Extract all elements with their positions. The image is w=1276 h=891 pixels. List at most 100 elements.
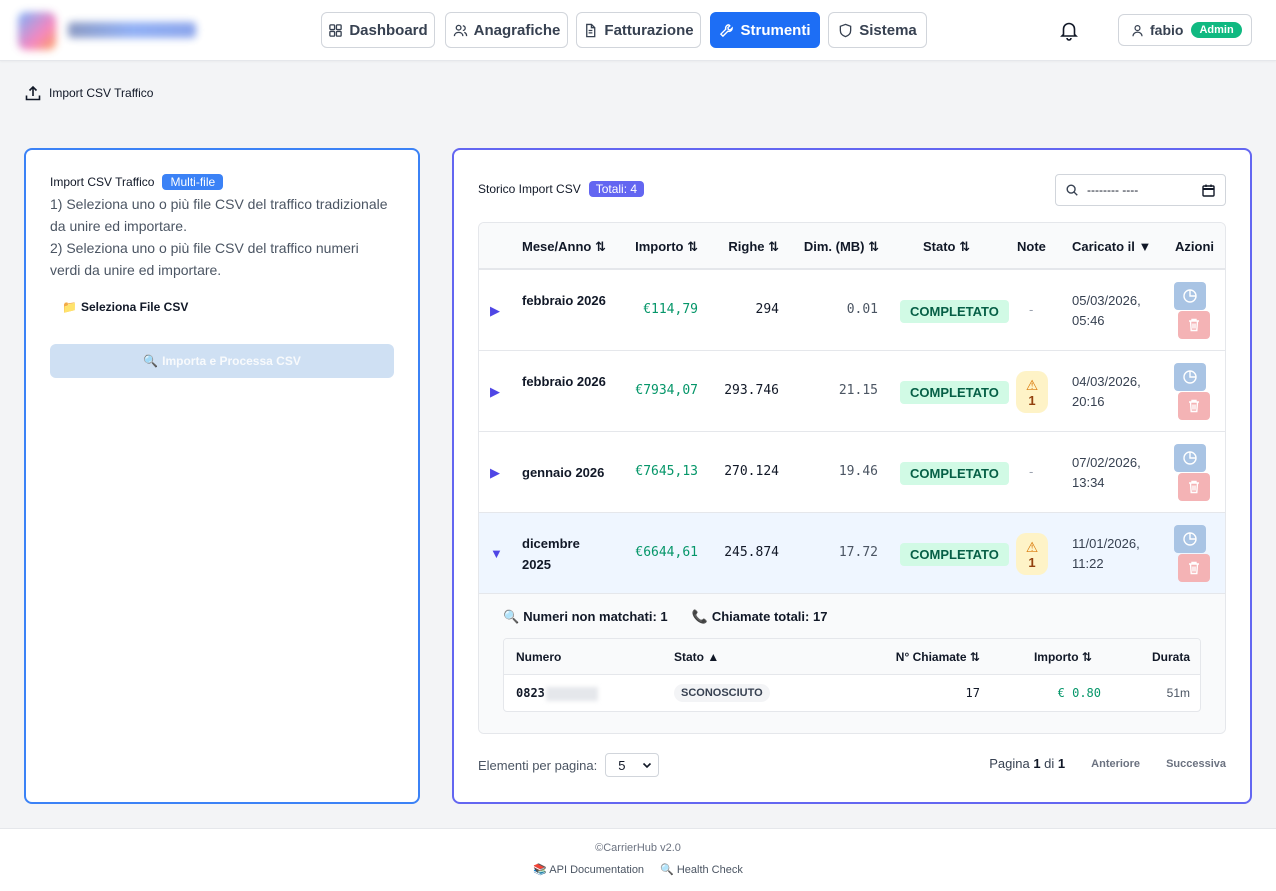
page-indicator: Pagina 1 di 1 [989,756,1065,771]
col-month[interactable]: Mese/Anno ⇅ [522,239,606,254]
delete-button[interactable] [1178,554,1210,582]
row-note: - [1029,464,1034,479]
row-rows: 270.124 [724,464,779,479]
col-sub-amount[interactable]: Importo ⇅ [1033,650,1092,664]
call-amount: € 0.80 [1057,686,1101,700]
nav-strumenti[interactable]: Strumenti [710,12,820,48]
health-check-link[interactable]: 🔍 Health Check [660,863,743,876]
col-uploaded[interactable]: Caricato il ▼ [1072,239,1152,254]
breadcrumb: Import CSV Traffico [24,84,153,102]
expand-caret[interactable]: ▶ [490,303,500,318]
col-status[interactable]: Stato ⇅ [923,239,971,254]
col-amount[interactable]: Importo ⇅ [635,239,698,254]
upload-icon [25,85,41,101]
import-panel-title: Import CSV Traffico [50,175,155,189]
table-row[interactable]: ▶ gennaio 2026 €7645,13 270.124 19.46 CO… [479,432,1225,513]
import-panel-header: Import CSV Traffico Multi-file [50,174,224,190]
row-uploaded: 05/03/2026, 05:46 [1072,291,1152,331]
uploaded-date: 04/03/2026, [1072,374,1141,389]
call-duration: 51m [1166,686,1190,700]
calendar-icon[interactable] [1202,184,1215,197]
warning-note[interactable]: ⚠ 1 [1016,533,1048,575]
role-badge: Admin [1191,22,1242,38]
col-calls[interactable]: N° Chiamate ⇅ [895,650,980,664]
user-icon [1132,24,1143,36]
table-row[interactable]: ▶ febbraio 2026 €114,79 294 0.01 COMPLET… [479,270,1225,351]
select-csv-button[interactable]: 📁 Seleziona File CSV [62,300,188,314]
col-numero: Numero [516,650,562,664]
collapse-caret[interactable]: ▼ [490,546,503,561]
api-docs-label: API Documentation [549,864,645,876]
date-filter-placeholder: -------- ---- [1087,183,1139,197]
row-uploaded: 04/03/2026, 20:16 [1072,372,1152,412]
page-current: 1 [1033,756,1041,771]
row-amount: €114,79 [643,302,698,317]
api-docs-link[interactable]: 📚 API Documentation [533,863,644,876]
expand-caret[interactable]: ▶ [490,384,500,399]
warning-note[interactable]: ⚠ 1 [1016,371,1048,413]
history-title: Storico Import CSV [478,182,581,196]
chart-button[interactable] [1174,282,1206,310]
page-word: Pagina [989,756,1030,771]
row-rows: 293.746 [724,383,779,398]
status-badge: COMPLETATO [900,381,1009,404]
import-instructions: 1) Seleziona uno o più file CSV del traf… [50,193,390,281]
delete-button[interactable] [1178,392,1210,420]
row-dim: 0.01 [846,302,878,317]
status-badge: COMPLETATO [900,462,1009,485]
page-title: Import CSV Traffico [49,86,154,100]
import-process-button[interactable]: 🔍 Importa e Processa CSV [50,344,394,378]
delete-button[interactable] [1178,311,1210,339]
nav-sistema[interactable]: Sistema [828,12,927,48]
col-note: Note [1017,239,1046,254]
multi-file-badge: Multi-file [162,174,224,190]
nav-anagrafiche[interactable]: Anagrafiche [445,12,568,48]
subtable-row: 0823 SCONOSCIUTO 17 € 0.80 51m [504,676,1200,711]
per-page-label: Elementi per pagina: [478,757,598,773]
nav-fatturazione[interactable]: Fatturazione [576,12,701,48]
top-navbar: Dashboard Anagrafiche Fatturazione Strum… [0,0,1276,61]
col-dim[interactable]: Dim. (MB) ⇅ [803,239,879,254]
chart-button[interactable] [1174,363,1206,391]
copyright: ©CarrierHub v2.0 [595,842,681,854]
nav-label: Strumenti [740,21,811,39]
expand-caret[interactable]: ▶ [490,465,500,480]
phone-number-prefix: 0823 [516,686,545,700]
nav-label: Fatturazione [604,21,694,39]
uploaded-date: 07/02/2026, [1072,455,1141,470]
status-badge: COMPLETATO [900,543,1009,566]
table-row-expanded[interactable]: ▼ dicembre 2025 €6644,61 245.874 17.72 C… [479,513,1225,594]
row-amount: €7934,07 [635,383,698,398]
total-badge: Totali: 4 [588,181,645,197]
row-dim: 21.15 [838,383,878,398]
col-rows[interactable]: Righe ⇅ [728,239,779,254]
col-stato[interactable]: Stato ▲ [674,650,720,664]
chart-button[interactable] [1174,444,1206,472]
pie-chart-icon [1183,289,1197,303]
delete-button[interactable] [1178,473,1210,501]
import-process-label: Importa e Processa CSV [162,354,301,368]
prev-page-button[interactable]: Anteriore [1091,757,1141,770]
row-detail: 🔍 Numeri non matchati: 1 📞 Chiamate totali… [479,594,1225,733]
app-logo[interactable] [18,10,200,50]
row-amount: €7645,13 [635,464,698,479]
instruction-step-2: 2) Seleziona uno o più file CSV del traf… [50,240,359,278]
trash-icon [1189,561,1199,575]
row-month: febbraio 2026 [522,374,606,389]
row-uploaded: 11/01/2026, 11:22 [1072,534,1152,574]
next-page-button[interactable]: Successiva [1166,757,1226,770]
phone-number: 0823 [516,686,598,701]
instruction-step-1: 1) Seleziona uno o più file CSV del traf… [50,196,388,234]
chart-button[interactable] [1174,525,1206,553]
table-row[interactable]: ▶ febbraio 2026 €7934,07 293.746 21.15 C… [479,351,1225,432]
bell-icon[interactable] [1058,19,1080,41]
user-menu[interactable]: fabio Admin [1118,14,1252,46]
pie-chart-icon [1183,370,1197,384]
per-page-select[interactable]: 5 [605,753,660,777]
search-icon: 🔍 [660,864,674,876]
nav-dashboard[interactable]: Dashboard [321,12,435,48]
calls-label: Chiamate totali: 17 [711,609,828,624]
pie-chart-icon [1183,451,1197,465]
phone-icon: 📞 [691,609,708,624]
date-filter-input[interactable]: -------- ---- [1055,174,1226,206]
